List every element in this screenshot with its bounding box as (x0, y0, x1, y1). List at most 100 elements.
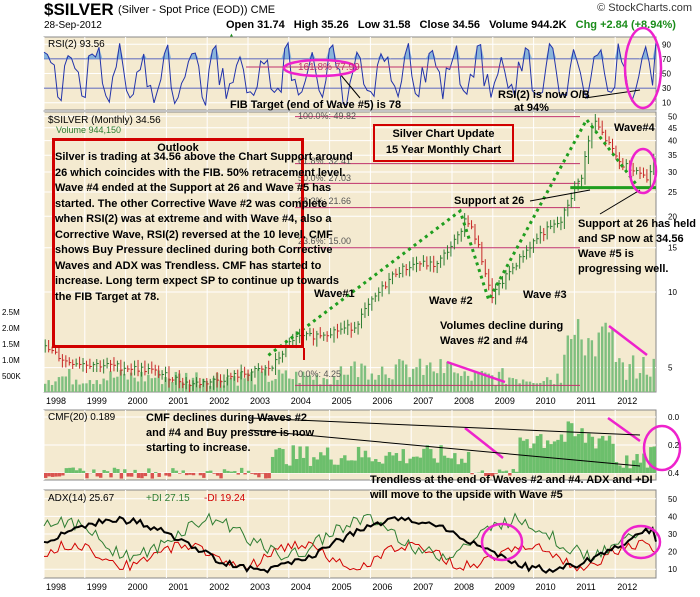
wave2-label: Wave #2 (429, 295, 473, 307)
volume-bar (236, 385, 239, 392)
cmf-bar (212, 473, 216, 474)
cmf-bar (343, 455, 347, 473)
volume-bar (631, 355, 635, 392)
rsi-series (43, 41, 657, 106)
cmf-bar (61, 473, 65, 476)
cmf-bar (597, 438, 601, 473)
cmf-bar (587, 433, 591, 473)
cmf-bar (432, 458, 436, 473)
low-value: Low 31.58 (357, 19, 411, 31)
cmf-bar (487, 473, 491, 476)
volume-bar (611, 328, 614, 392)
volume-bar (484, 372, 487, 392)
x-tick-label: 2001 (168, 582, 188, 592)
volume-title: Volume 944,150 (56, 125, 121, 135)
cmf-tick-label: 0.2 (668, 441, 680, 450)
volume-bar (298, 382, 301, 392)
fib-target-arrow (339, 73, 361, 99)
cmf-bar (95, 473, 99, 477)
cmf-bar (425, 445, 430, 473)
volume-bar (74, 379, 78, 392)
wave1-label: Wave#1 (314, 288, 355, 300)
x-tick-label: 2002 (209, 396, 229, 406)
volume-bar (44, 383, 47, 392)
volume-tick-label: 2.5M (2, 308, 20, 317)
wave3-label: Wave #3 (523, 289, 567, 301)
cmf-bar (305, 446, 309, 473)
volume-bar (635, 378, 638, 392)
volume-bar (398, 359, 401, 392)
cmf-bar (243, 473, 247, 475)
volume-bar (160, 384, 164, 392)
volume-bar (422, 374, 425, 392)
cmf-bar (229, 471, 234, 473)
volume-bar (105, 380, 109, 392)
cmf-bar (360, 457, 364, 473)
chart-date: 28-Sep-2012 (44, 20, 102, 31)
fib-50-label: 50.0%: 27.03 (298, 173, 351, 183)
volume-bar (109, 371, 112, 392)
x-tick-label: 2006 (372, 582, 392, 592)
cmf-bar (652, 446, 656, 473)
volume-bar (171, 381, 174, 392)
volume-bar (556, 373, 559, 392)
fib-1618-label: 161.8% 77.99 (298, 62, 360, 73)
volume-bar (301, 371, 305, 392)
rsi-ob-note-1: RSI(2) is now O/B (498, 89, 590, 101)
cmf-bar (112, 467, 117, 473)
volume-bar (99, 384, 102, 392)
cmf-bar (625, 455, 629, 473)
change-value: Chg +2.84 (+8.94%) (575, 19, 676, 31)
volume-bar (294, 371, 298, 392)
volume-bar (408, 377, 411, 392)
cmf-note: CMF declines during Waves #2 and #4 and … (146, 412, 315, 454)
x-tick-label: 2012 (617, 396, 637, 406)
cmf-bar (446, 457, 450, 473)
price-tick-label: 40 (668, 137, 677, 146)
volume-bar (649, 376, 652, 392)
x-tick-label: 2000 (128, 582, 148, 592)
cmf-bar (435, 462, 440, 473)
symbol-name: (Silver - Spot Price (EOD)) CME (118, 4, 276, 16)
cmf-bar (539, 434, 543, 473)
cmf-bar (449, 458, 454, 473)
price-tick-label: 35 (668, 151, 677, 160)
cmf-bar (270, 456, 275, 473)
volume-bar (239, 371, 243, 392)
cmf-bar (504, 470, 509, 473)
volume-bar (343, 374, 346, 392)
cmf-bar (222, 469, 227, 473)
cmf-bar (267, 473, 271, 479)
volume-bar (411, 368, 415, 392)
volume-bar (332, 376, 336, 392)
adx-tick-label: 10 (668, 565, 677, 574)
price-tick-label: 50 (668, 112, 677, 121)
volume-bar (233, 376, 236, 392)
volume-bar (563, 354, 566, 392)
volume-bar (243, 378, 246, 392)
volume-bar (642, 357, 645, 392)
cmf-bar (377, 461, 381, 473)
rsi-tick-label: 90 (662, 40, 671, 49)
cmf-bar (521, 440, 526, 473)
volume-bar (487, 373, 490, 392)
outlook-box: Outlook (52, 138, 304, 348)
volume-bar (123, 373, 126, 392)
volume-bar (54, 381, 57, 392)
volume-bar (356, 377, 360, 392)
cmf-bar (188, 473, 192, 475)
cmf-bar (171, 468, 175, 473)
volume-bar (570, 339, 573, 392)
volume-bar (384, 374, 387, 392)
cmf-bar (384, 455, 388, 473)
volume-bar (85, 383, 88, 392)
volume-bar (147, 374, 150, 392)
volume-bar (143, 381, 147, 392)
held-arrow (599, 189, 641, 215)
volume-bar (494, 385, 497, 392)
volume-tick-label: 1.0M (2, 356, 20, 365)
cmf-bar (123, 469, 127, 473)
volume-bar (95, 380, 98, 392)
cmf-bar (631, 460, 636, 473)
